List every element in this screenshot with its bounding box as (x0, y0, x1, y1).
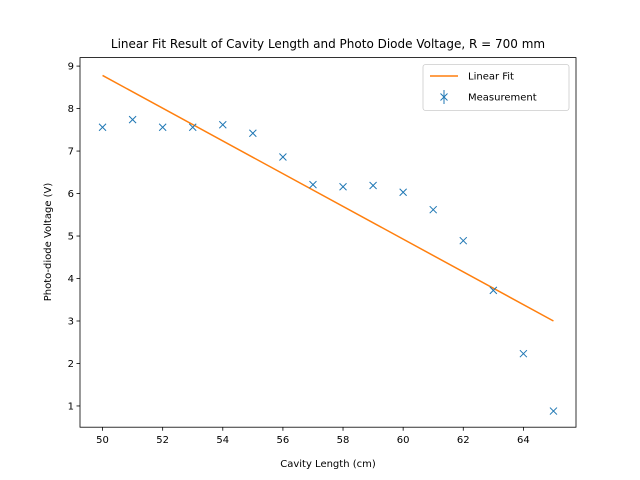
x-tick-label: 58 (337, 435, 350, 446)
y-tick-label: 2 (68, 359, 74, 370)
y-axis: 1 2 3 4 5 6 7 8 9 (68, 62, 80, 413)
data-point (489, 286, 498, 295)
data-point-stroke (549, 407, 558, 415)
plot-frame (79, 57, 577, 428)
data-point (519, 349, 528, 358)
data-point-stroke (489, 286, 498, 295)
data-point (188, 123, 197, 132)
chart-title: Linear Fit Result of Cavity Length and P… (111, 37, 545, 51)
data-point-stroke (309, 180, 317, 189)
x-tick-label: 56 (277, 435, 290, 446)
x-tick-label: 50 (96, 435, 109, 446)
data-point (339, 182, 347, 191)
y-axis-label: Photo-diode Voltage (V) (43, 183, 54, 302)
data-point-stroke (218, 120, 227, 129)
data-point (309, 180, 317, 189)
data-point-stroke (158, 123, 167, 132)
data-point (369, 181, 377, 190)
x-axis-label: Cavity Length (cm) (280, 459, 376, 470)
plot-marks (98, 74, 558, 415)
x-tick-label: 54 (216, 435, 229, 446)
y-tick-label: 4 (68, 274, 74, 285)
data-point-stroke (339, 182, 347, 191)
y-tick-label: 6 (68, 189, 74, 200)
legend: Linear Fit Measurement (422, 64, 570, 111)
legend-label: Measurement (468, 93, 537, 104)
data-point-stroke (399, 188, 408, 197)
data-point (218, 120, 227, 129)
legend-label: Linear Fit (468, 72, 514, 83)
data-point (158, 123, 167, 132)
data-point-stroke (519, 349, 528, 358)
data-point (248, 129, 257, 138)
x-tick-label: 64 (517, 435, 530, 446)
data-point-stroke (188, 123, 197, 132)
data-point-stroke (369, 181, 377, 190)
data-point-stroke (429, 205, 438, 214)
y-tick-label: 9 (68, 62, 74, 73)
data-point-stroke (279, 153, 287, 161)
data-point-stroke (248, 129, 257, 138)
legend-box (422, 64, 570, 111)
fit-line (102, 74, 554, 322)
legend-item: Linear Fit (430, 72, 514, 83)
y-tick-label: 8 (68, 104, 74, 115)
data-point-stroke (98, 123, 107, 132)
data-point (128, 115, 137, 124)
y-tick-label: 7 (68, 147, 74, 158)
data-point-stroke (459, 236, 468, 245)
y-tick-label: 3 (68, 317, 74, 328)
data-point (459, 236, 468, 245)
data-point (279, 153, 287, 161)
data-point-stroke (128, 115, 137, 124)
data-point (429, 205, 438, 214)
data-point (98, 123, 107, 132)
legend-item: Measurement (440, 90, 537, 104)
data-point (549, 407, 558, 415)
x-tick-label: 62 (457, 435, 470, 446)
x-tick-label: 60 (397, 435, 410, 446)
x-tick-label: 52 (156, 435, 169, 446)
y-tick-label: 1 (68, 402, 74, 413)
x-axis: 50 52 54 56 58 60 62 64 (96, 427, 530, 446)
y-tick-label: 5 (68, 232, 74, 243)
data-point (399, 188, 408, 197)
